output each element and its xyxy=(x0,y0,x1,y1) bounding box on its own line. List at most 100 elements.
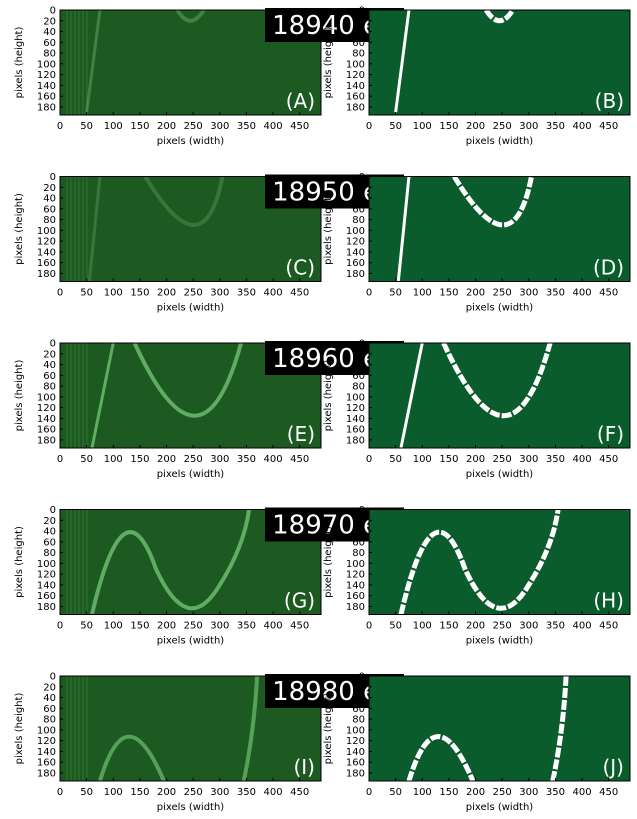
y-tick-label: 40 xyxy=(352,360,365,371)
image-content xyxy=(398,177,531,282)
y-tick-label: 100 xyxy=(346,725,365,736)
y-tick-label: 0 xyxy=(50,172,56,183)
y-tick-label: 20 xyxy=(43,516,56,527)
x-tick-label: 300 xyxy=(210,621,229,632)
y-tick-label: 0 xyxy=(50,339,56,350)
panel: 0 50 100 150 200 250 300 350 400 4500204060801001… xyxy=(323,6,631,147)
y-tick-label: 60 xyxy=(43,371,56,382)
y-tick-label: 180 xyxy=(346,102,365,113)
image-feature xyxy=(486,10,513,21)
y-tick-label: 20 xyxy=(43,183,56,194)
x-tick-label: 100 xyxy=(413,621,432,632)
y-tick-label: 120 xyxy=(37,70,56,81)
y-tick-label: 100 xyxy=(346,226,365,237)
x-tick-label: 100 xyxy=(104,454,123,465)
y-tick-label: 160 xyxy=(346,258,365,269)
y-tick-label: 100 xyxy=(346,559,365,570)
y-tick-label: 80 xyxy=(352,382,365,393)
y-tick-label: 80 xyxy=(352,715,365,726)
y-axis-label: pixels (height) xyxy=(323,193,334,265)
x-tick-label: 400 xyxy=(573,621,592,632)
image-background xyxy=(369,676,630,781)
x-tick-label: 400 xyxy=(264,121,283,132)
x-tick-label: 50 xyxy=(389,121,402,132)
image-content xyxy=(66,509,249,615)
x-tick-label: 50 xyxy=(80,787,93,798)
x-tick-label: 250 xyxy=(184,121,203,132)
y-tick-label: 140 xyxy=(346,747,365,758)
image-feature xyxy=(409,676,566,781)
y-tick-label: 140 xyxy=(37,747,56,758)
y-tick-label: 40 xyxy=(43,693,56,704)
x-tick-label: 0 xyxy=(366,621,372,632)
image-content xyxy=(66,676,257,781)
image-content xyxy=(401,510,558,615)
panel: 0 50 100 150 200 250 300 350 400 4500204060801001… xyxy=(323,505,631,647)
y-tick-label: 60 xyxy=(352,371,365,382)
x-tick-label: 250 xyxy=(493,288,512,299)
y-tick-label: 180 xyxy=(346,435,365,446)
y-tick-label: 180 xyxy=(346,602,365,613)
x-tick-label: 150 xyxy=(439,454,458,465)
x-tick-label: 400 xyxy=(264,454,283,465)
y-tick-label: 100 xyxy=(37,59,56,70)
stripe xyxy=(82,10,84,115)
x-tick-label: 200 xyxy=(466,121,485,132)
image-background xyxy=(369,10,630,115)
y-tick-label: 180 xyxy=(346,269,365,280)
x-tick-label: 0 xyxy=(366,454,372,465)
x-tick-label: 400 xyxy=(573,787,592,798)
y-tick-label: 60 xyxy=(43,704,56,715)
stripe xyxy=(74,10,76,115)
y-tick-label: 160 xyxy=(346,758,365,769)
y-axis-label: pixels (height) xyxy=(14,526,25,598)
y-tick-label: 140 xyxy=(37,580,56,591)
y-tick-label: 40 xyxy=(43,194,56,205)
y-tick-label: 0 xyxy=(359,505,365,516)
y-tick-label: 100 xyxy=(37,725,56,736)
x-tick-label: 0 xyxy=(57,121,63,132)
stripe xyxy=(66,676,68,781)
y-tick-label: 180 xyxy=(37,269,56,280)
x-tick-label: 150 xyxy=(130,621,149,632)
y-tick-label: 160 xyxy=(37,92,56,103)
y-tick-label: 0 xyxy=(359,672,365,683)
y-axis-label: pixels (height) xyxy=(323,360,334,432)
stripe xyxy=(66,343,68,448)
x-tick-label: 100 xyxy=(104,787,123,798)
x-tick-label: 350 xyxy=(546,288,565,299)
x-tick-label: 50 xyxy=(80,121,93,132)
image-feature xyxy=(100,676,257,781)
x-tick-label: 450 xyxy=(599,288,618,299)
x-tick-label: 300 xyxy=(210,454,229,465)
x-axis-label: pixels (width) xyxy=(466,136,534,147)
x-tick-label: 50 xyxy=(389,288,402,299)
y-tick-label: 100 xyxy=(37,392,56,403)
panel: 0 50 100 150 200 250 300 350 400 4500204060801001… xyxy=(323,172,631,314)
x-tick-label: 50 xyxy=(80,621,93,632)
stripe xyxy=(78,676,80,781)
stripe xyxy=(86,10,88,115)
stripe xyxy=(78,10,80,115)
x-tick-label: 350 xyxy=(546,121,565,132)
stripe xyxy=(70,176,72,282)
y-tick-label: 80 xyxy=(43,382,56,393)
panel-label: (J) xyxy=(602,755,624,779)
y-tick-label: 160 xyxy=(37,591,56,602)
x-tick-label: 350 xyxy=(237,288,256,299)
x-tick-label: 50 xyxy=(389,621,402,632)
y-tick-label: 140 xyxy=(37,247,56,258)
image-feature xyxy=(401,343,422,448)
y-tick-label: 160 xyxy=(37,758,56,769)
panel-label: (H) xyxy=(593,589,624,613)
image-feature xyxy=(396,10,409,112)
stripe xyxy=(86,509,88,615)
y-tick-label: 80 xyxy=(352,215,365,226)
image-content xyxy=(66,10,204,115)
x-tick-label: 350 xyxy=(237,787,256,798)
stripe xyxy=(70,10,72,115)
y-axis-label: pixels (height) xyxy=(14,27,25,99)
stripe xyxy=(74,509,76,615)
x-axis-label: pixels (width) xyxy=(466,303,534,314)
